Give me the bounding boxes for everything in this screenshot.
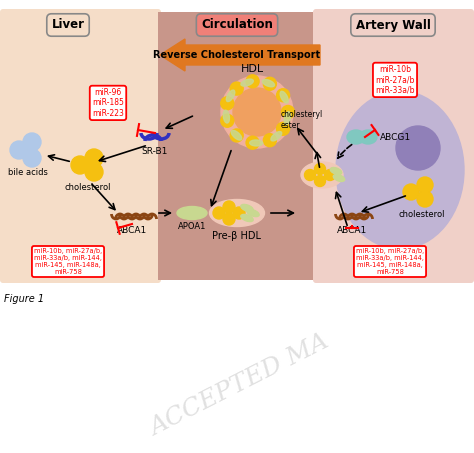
Text: miR-96
miR-185
miR-223: miR-96 miR-185 miR-223 (92, 88, 124, 118)
Circle shape (221, 114, 234, 127)
Ellipse shape (301, 162, 343, 188)
Circle shape (417, 177, 433, 193)
Ellipse shape (241, 79, 254, 86)
Text: APOA1: APOA1 (178, 222, 206, 231)
Ellipse shape (250, 140, 263, 146)
Circle shape (276, 89, 290, 102)
Circle shape (246, 136, 259, 149)
FancyBboxPatch shape (0, 9, 161, 283)
Ellipse shape (231, 130, 242, 140)
Ellipse shape (177, 207, 207, 220)
Circle shape (325, 169, 336, 180)
Text: Liver: Liver (52, 19, 84, 32)
Circle shape (230, 129, 243, 142)
Text: miR-10b
miR-27a/b
miR-33a/b: miR-10b miR-27a/b miR-33a/b (375, 65, 415, 95)
Circle shape (213, 207, 225, 219)
Text: ABCA1: ABCA1 (117, 226, 147, 235)
Text: miR-10b, miR-27a/b,
miR-33a/b, miR-144,
miR-145, miR-148a,
miR-758: miR-10b, miR-27a/b, miR-33a/b, miR-144, … (356, 248, 424, 275)
Ellipse shape (247, 209, 259, 217)
Text: Artery Wall: Artery Wall (356, 19, 430, 32)
Circle shape (85, 149, 103, 167)
Ellipse shape (330, 168, 342, 174)
Ellipse shape (333, 174, 345, 182)
Circle shape (230, 82, 243, 95)
Ellipse shape (223, 110, 229, 123)
Circle shape (71, 156, 89, 174)
Circle shape (246, 75, 259, 88)
Ellipse shape (284, 112, 291, 125)
Circle shape (23, 149, 41, 167)
Circle shape (403, 184, 419, 200)
Ellipse shape (271, 131, 282, 141)
Circle shape (282, 106, 294, 119)
Text: cholesteryl
ester: cholesteryl ester (281, 110, 323, 130)
Circle shape (276, 122, 290, 135)
Bar (158, 12, 316, 280)
Ellipse shape (241, 214, 253, 222)
Text: HDL: HDL (240, 64, 264, 74)
Ellipse shape (359, 130, 377, 144)
Circle shape (264, 134, 276, 147)
Circle shape (264, 77, 276, 90)
Ellipse shape (262, 79, 274, 87)
Ellipse shape (280, 92, 288, 103)
Circle shape (304, 169, 316, 180)
Circle shape (221, 76, 293, 148)
Circle shape (233, 88, 281, 136)
Ellipse shape (210, 199, 264, 226)
Text: ABCG1: ABCG1 (380, 132, 411, 141)
Text: miR-10b, miR-27a/b,
miR-33a/b, miR-144,
miR-145, miR-148a,
miR-758: miR-10b, miR-27a/b, miR-33a/b, miR-144, … (34, 248, 102, 275)
Text: cholesterol: cholesterol (65, 183, 111, 192)
Circle shape (85, 163, 103, 181)
Text: bile acids: bile acids (8, 168, 48, 177)
Circle shape (315, 164, 326, 174)
Text: cholesterol: cholesterol (399, 210, 445, 219)
Ellipse shape (241, 204, 253, 212)
Text: Figure 1: Figure 1 (4, 294, 44, 304)
Circle shape (223, 213, 235, 225)
Ellipse shape (226, 90, 235, 101)
Text: Circulation: Circulation (201, 19, 273, 32)
Text: Reverse Cholesterol Transport: Reverse Cholesterol Transport (154, 50, 320, 60)
Ellipse shape (336, 91, 464, 249)
FancyArrow shape (160, 39, 320, 71)
Circle shape (233, 207, 245, 219)
Text: Pre-β HDL: Pre-β HDL (212, 231, 262, 241)
Circle shape (10, 141, 28, 159)
Circle shape (23, 133, 41, 151)
Text: ACCEPTED MA: ACCEPTED MA (146, 330, 333, 440)
Text: ABCA1: ABCA1 (337, 226, 367, 235)
Text: SR-B1: SR-B1 (142, 147, 168, 156)
FancyBboxPatch shape (313, 9, 474, 283)
Ellipse shape (347, 130, 365, 144)
Circle shape (315, 175, 326, 187)
Circle shape (417, 191, 433, 207)
Circle shape (396, 126, 440, 170)
Circle shape (221, 97, 234, 110)
Circle shape (223, 201, 235, 213)
